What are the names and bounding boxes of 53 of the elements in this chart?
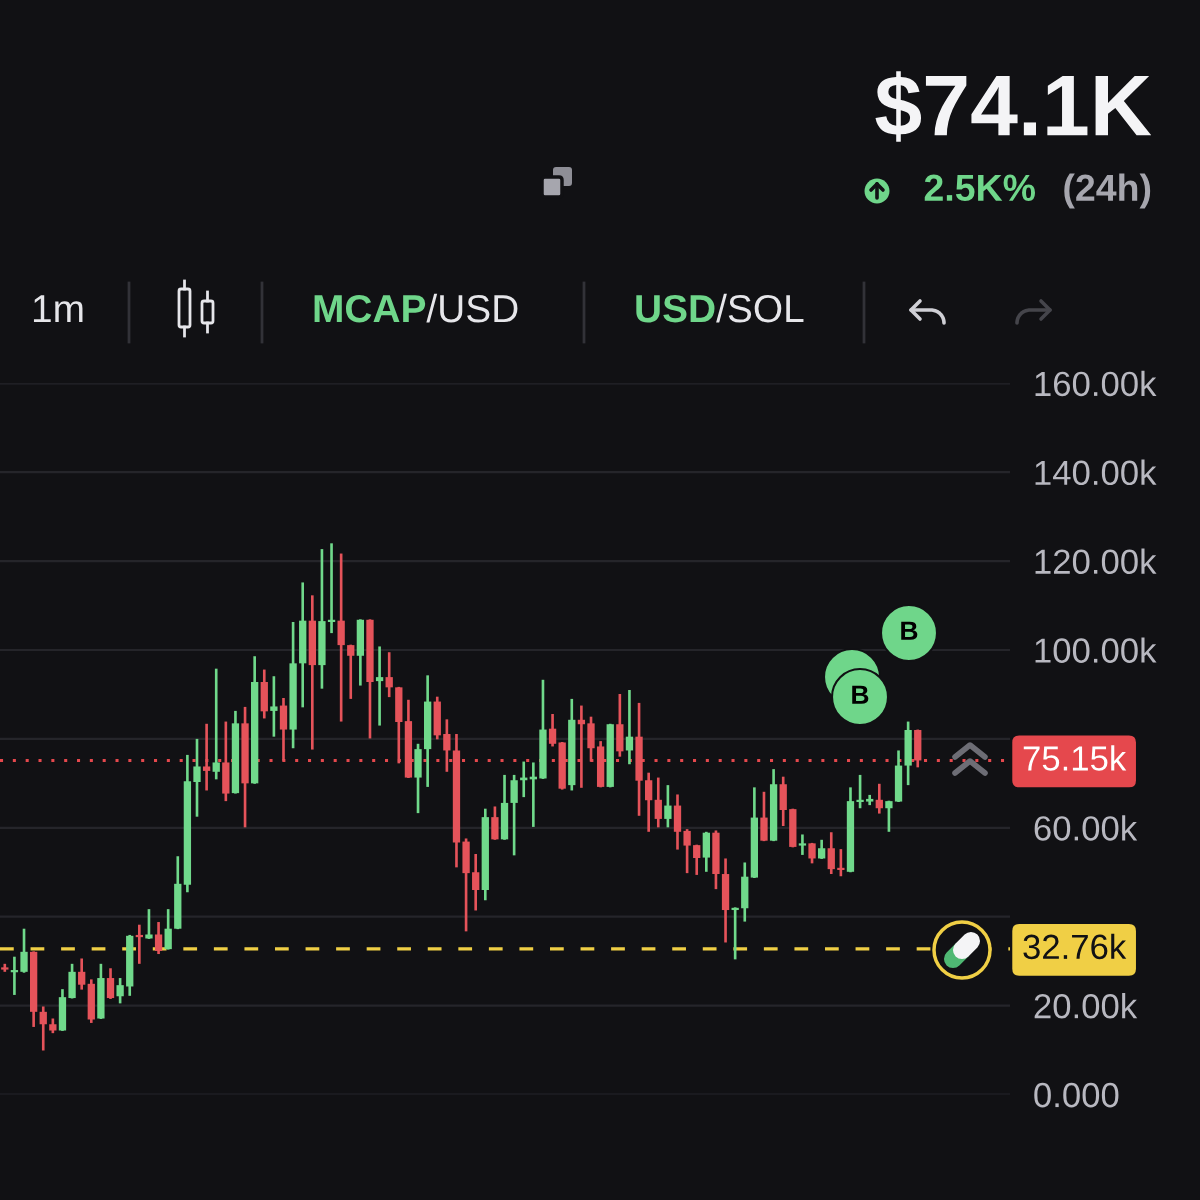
y-tick-label: 140.00k (1035, 459, 1157, 486)
candlestick (625, 688, 634, 766)
candlestick (20, 927, 28, 975)
text: MCAP (314, 294, 426, 323)
candlestick (654, 776, 662, 829)
candlestick (78, 957, 86, 991)
y-tick-label: 60.00k (1034, 815, 1138, 841)
text: /SOL (716, 293, 804, 323)
candlestick (875, 782, 883, 815)
candlestick (202, 722, 211, 792)
y-tick-label: 100.00k (1035, 637, 1157, 663)
candlestick (491, 805, 499, 842)
candlestick (885, 799, 893, 834)
y-tick-label: 120.00k (1035, 548, 1157, 575)
candlestick (856, 773, 864, 810)
chart-title: $74.1K (875, 71, 1152, 142)
annotation: B (852, 685, 869, 704)
candlestick (106, 966, 115, 1001)
candlestick (664, 783, 672, 829)
text: 1m (33, 295, 83, 323)
candlestick (39, 1005, 47, 1052)
candlestick (385, 650, 393, 699)
candlestick (548, 712, 557, 748)
ref-line-label: 75.15k (1023, 745, 1127, 771)
candlestick (817, 838, 826, 861)
candlestick (827, 830, 835, 876)
candlestick (443, 718, 451, 774)
y-tick-label: 160.00k (1035, 370, 1157, 397)
ref-line-label: 32.76k (1023, 933, 1127, 960)
text: (24h) (1064, 173, 1151, 209)
candlestick (193, 737, 201, 819)
candlestick (472, 852, 480, 912)
y-tick-label: 0.000 (1034, 1082, 1119, 1108)
candlestick (683, 827, 691, 875)
candlestick (154, 920, 163, 956)
candlestick (347, 643, 355, 701)
candlestick (375, 645, 384, 727)
text: 2.5K% (924, 174, 1036, 202)
text: /USD (426, 293, 518, 323)
candlestick (760, 790, 768, 843)
candlestick (116, 976, 124, 1005)
candlestick (645, 771, 653, 834)
candlestick (145, 907, 153, 941)
candlestick (693, 843, 701, 877)
annotation: B (901, 621, 918, 640)
candlestick (164, 907, 172, 951)
candlestick (212, 667, 220, 781)
candlestick (510, 773, 518, 857)
text: USD (636, 294, 715, 323)
candlestick (270, 674, 278, 738)
y-tick-label: 20.00k (1034, 993, 1138, 1019)
candlestick (837, 847, 845, 878)
candlestick (798, 833, 807, 857)
